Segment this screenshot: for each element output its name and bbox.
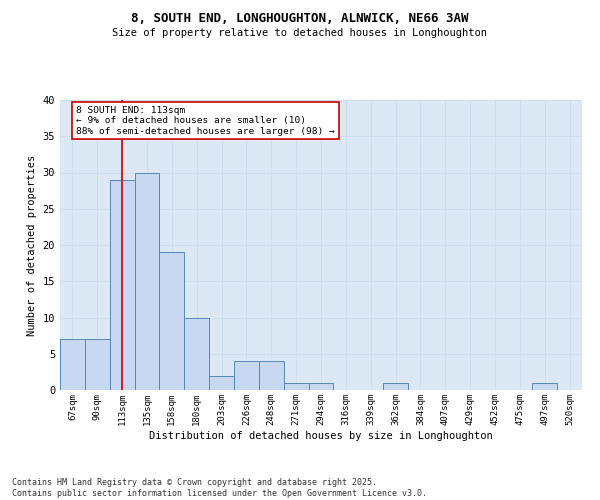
Text: 8 SOUTH END: 113sqm
← 9% of detached houses are smaller (10)
88% of semi-detache: 8 SOUTH END: 113sqm ← 9% of detached hou… [76,106,335,136]
Bar [85,339,110,390]
Bar [60,339,85,390]
Y-axis label: Number of detached properties: Number of detached properties [27,154,37,336]
Bar [383,383,408,390]
Text: Contains HM Land Registry data © Crown copyright and database right 2025.
Contai: Contains HM Land Registry data © Crown c… [12,478,427,498]
Bar [209,376,234,390]
Bar [284,383,308,390]
Bar [184,318,209,390]
X-axis label: Distribution of detached houses by size in Longhoughton: Distribution of detached houses by size … [149,430,493,440]
Bar [308,383,334,390]
Bar [234,361,259,390]
Bar [259,361,284,390]
Bar [532,383,557,390]
Bar [134,172,160,390]
Bar [160,252,184,390]
Bar [110,180,134,390]
Text: 8, SOUTH END, LONGHOUGHTON, ALNWICK, NE66 3AW: 8, SOUTH END, LONGHOUGHTON, ALNWICK, NE6… [131,12,469,26]
Text: Size of property relative to detached houses in Longhoughton: Size of property relative to detached ho… [113,28,487,38]
